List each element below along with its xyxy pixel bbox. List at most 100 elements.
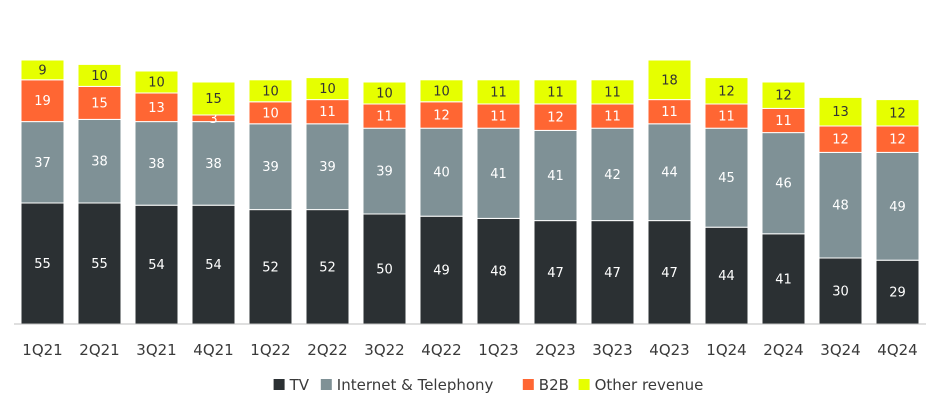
data-label-internet-telephony-4q23: 44 xyxy=(661,166,678,181)
x-tick-label-1q24: 1Q24 xyxy=(706,341,746,359)
data-label-internet-telephony-3q24: 48 xyxy=(832,199,849,214)
data-label-other-revenue-3q23: 11 xyxy=(604,85,621,100)
data-label-tv-2q21: 55 xyxy=(91,257,108,272)
data-label-tv-4q21: 54 xyxy=(205,258,222,273)
data-label-other-revenue-2q21: 10 xyxy=(91,69,108,84)
data-label-tv-2q24: 41 xyxy=(775,272,792,287)
legend-label-tv: TV xyxy=(289,376,310,394)
x-tick-label-4q21: 4Q21 xyxy=(193,341,233,359)
bar-other-revenue-3q22 xyxy=(362,81,407,105)
bar-other-revenue-4q22 xyxy=(419,79,464,103)
bar-other-revenue-1q21 xyxy=(20,59,65,81)
data-label-tv-1q21: 55 xyxy=(34,257,51,272)
legend-swatch-b2b xyxy=(522,379,534,390)
bar-tv-3q24 xyxy=(818,257,863,325)
data-label-internet-telephony-2q23: 41 xyxy=(547,169,564,184)
data-label-tv-4q22: 49 xyxy=(433,264,450,279)
data-label-internet-telephony-3q21: 38 xyxy=(148,157,165,172)
legend-label-internet-telephony: Internet & Telephony xyxy=(337,376,494,394)
bar-tv-1q23 xyxy=(476,217,521,325)
data-label-tv-4q23: 47 xyxy=(661,266,678,281)
x-tick-label-1q21: 1Q21 xyxy=(22,341,62,359)
legend-item-other-revenue: Other revenue xyxy=(578,376,704,394)
bar-other-revenue-3q24 xyxy=(818,96,863,127)
data-label-tv-3q21: 54 xyxy=(148,258,165,273)
data-label-b2b-4q21: 3 xyxy=(209,112,217,127)
data-label-internet-telephony-1q22: 39 xyxy=(262,160,279,175)
x-tick-label-1q22: 1Q22 xyxy=(250,341,290,359)
bar-internet-telephony-2q21 xyxy=(77,118,122,204)
data-label-internet-telephony-1q21: 37 xyxy=(34,156,51,171)
data-label-b2b-1q23: 11 xyxy=(490,110,507,125)
data-label-tv-1q23: 48 xyxy=(490,265,507,280)
bar-b2b-4q22 xyxy=(419,101,464,129)
bar-b2b-2q22 xyxy=(305,99,350,125)
x-tick-label-1q23: 1Q23 xyxy=(478,341,518,359)
x-tick-label-4q24: 4Q24 xyxy=(877,341,917,359)
data-label-internet-telephony-4q24: 49 xyxy=(889,200,906,215)
data-label-other-revenue-4q24: 12 xyxy=(889,106,906,121)
data-label-other-revenue-3q22: 10 xyxy=(376,87,393,102)
data-label-other-revenue-3q24: 13 xyxy=(832,105,849,120)
data-label-other-revenue-1q24: 12 xyxy=(718,84,735,99)
x-tick-label-2q23: 2Q23 xyxy=(535,341,575,359)
bar-b2b-2q24 xyxy=(761,107,806,134)
legend-item-internet-telephony: Internet & Telephony xyxy=(320,376,494,394)
data-label-other-revenue-2q24: 12 xyxy=(775,89,792,104)
bar-tv-1q22 xyxy=(248,209,293,325)
bar-tv-4q23 xyxy=(647,220,692,325)
x-tick-label-3q22: 3Q22 xyxy=(364,341,404,359)
data-label-b2b-3q23: 11 xyxy=(604,110,621,125)
bar-internet-telephony-4q22 xyxy=(419,127,464,217)
bar-other-revenue-3q23 xyxy=(590,79,635,105)
data-label-other-revenue-2q23: 11 xyxy=(547,85,564,100)
x-tick-label-4q22: 4Q22 xyxy=(421,341,461,359)
data-label-other-revenue-1q23: 11 xyxy=(490,85,507,100)
data-label-other-revenue-4q21: 15 xyxy=(205,92,222,107)
data-label-internet-telephony-3q22: 39 xyxy=(376,165,393,180)
data-label-b2b-4q22: 12 xyxy=(433,109,450,124)
data-label-internet-telephony-1q24: 45 xyxy=(718,171,735,186)
bar-other-revenue-2q23 xyxy=(533,79,578,105)
legend-swatch-other-revenue xyxy=(578,379,590,390)
bar-tv-3q22 xyxy=(362,213,407,325)
bar-other-revenue-2q22 xyxy=(305,77,350,101)
data-label-tv-3q24: 30 xyxy=(832,285,849,300)
x-tick-label-3q21: 3Q21 xyxy=(136,341,176,359)
bar-tv-3q21 xyxy=(134,204,179,325)
x-tick-label-2q22: 2Q22 xyxy=(307,341,347,359)
bar-internet-telephony-2q22 xyxy=(305,123,350,211)
legend-swatch-tv xyxy=(273,379,285,390)
bar-internet-telephony-3q21 xyxy=(134,121,179,206)
bar-tv-2q24 xyxy=(761,233,806,325)
x-tick-label-2q24: 2Q24 xyxy=(763,341,803,359)
data-label-tv-1q24: 44 xyxy=(718,269,735,284)
bar-other-revenue-2q21 xyxy=(77,63,122,87)
bar-other-revenue-4q23 xyxy=(647,59,692,101)
x-tick-label-3q24: 3Q24 xyxy=(820,341,860,359)
legend-label-other-revenue: Other revenue xyxy=(595,376,704,394)
bar-tv-4q21 xyxy=(191,204,236,325)
data-label-internet-telephony-3q23: 42 xyxy=(604,168,621,183)
bars-layer: 55 37 19 9 55 38 15 10 54 38 13 10 54 38 3 15 52 39 10 10 52… xyxy=(20,59,920,325)
bar-tv-1q21 xyxy=(20,202,65,325)
x-tick-label-3q23: 3Q23 xyxy=(592,341,632,359)
legend-swatch-internet-telephony xyxy=(320,379,332,390)
bar-b2b-3q22 xyxy=(362,103,407,129)
data-label-b2b-2q24: 11 xyxy=(775,114,792,129)
bar-internet-telephony-2q23 xyxy=(533,129,578,222)
data-label-tv-2q23: 47 xyxy=(547,266,564,281)
data-label-b2b-3q22: 11 xyxy=(376,110,393,125)
data-label-internet-telephony-1q23: 41 xyxy=(490,167,507,182)
data-label-other-revenue-4q22: 10 xyxy=(433,84,450,99)
bar-tv-2q22 xyxy=(305,209,350,325)
bar-internet-telephony-1q21 xyxy=(20,121,65,204)
data-label-tv-3q22: 50 xyxy=(376,263,393,278)
data-label-tv-3q23: 47 xyxy=(604,266,621,281)
data-label-other-revenue-2q22: 10 xyxy=(319,82,336,97)
data-label-other-revenue-4q23: 18 xyxy=(661,73,678,88)
bar-other-revenue-3q21 xyxy=(134,70,179,94)
x-tick-label-4q23: 4Q23 xyxy=(649,341,689,359)
bar-other-revenue-4q24 xyxy=(875,99,920,127)
